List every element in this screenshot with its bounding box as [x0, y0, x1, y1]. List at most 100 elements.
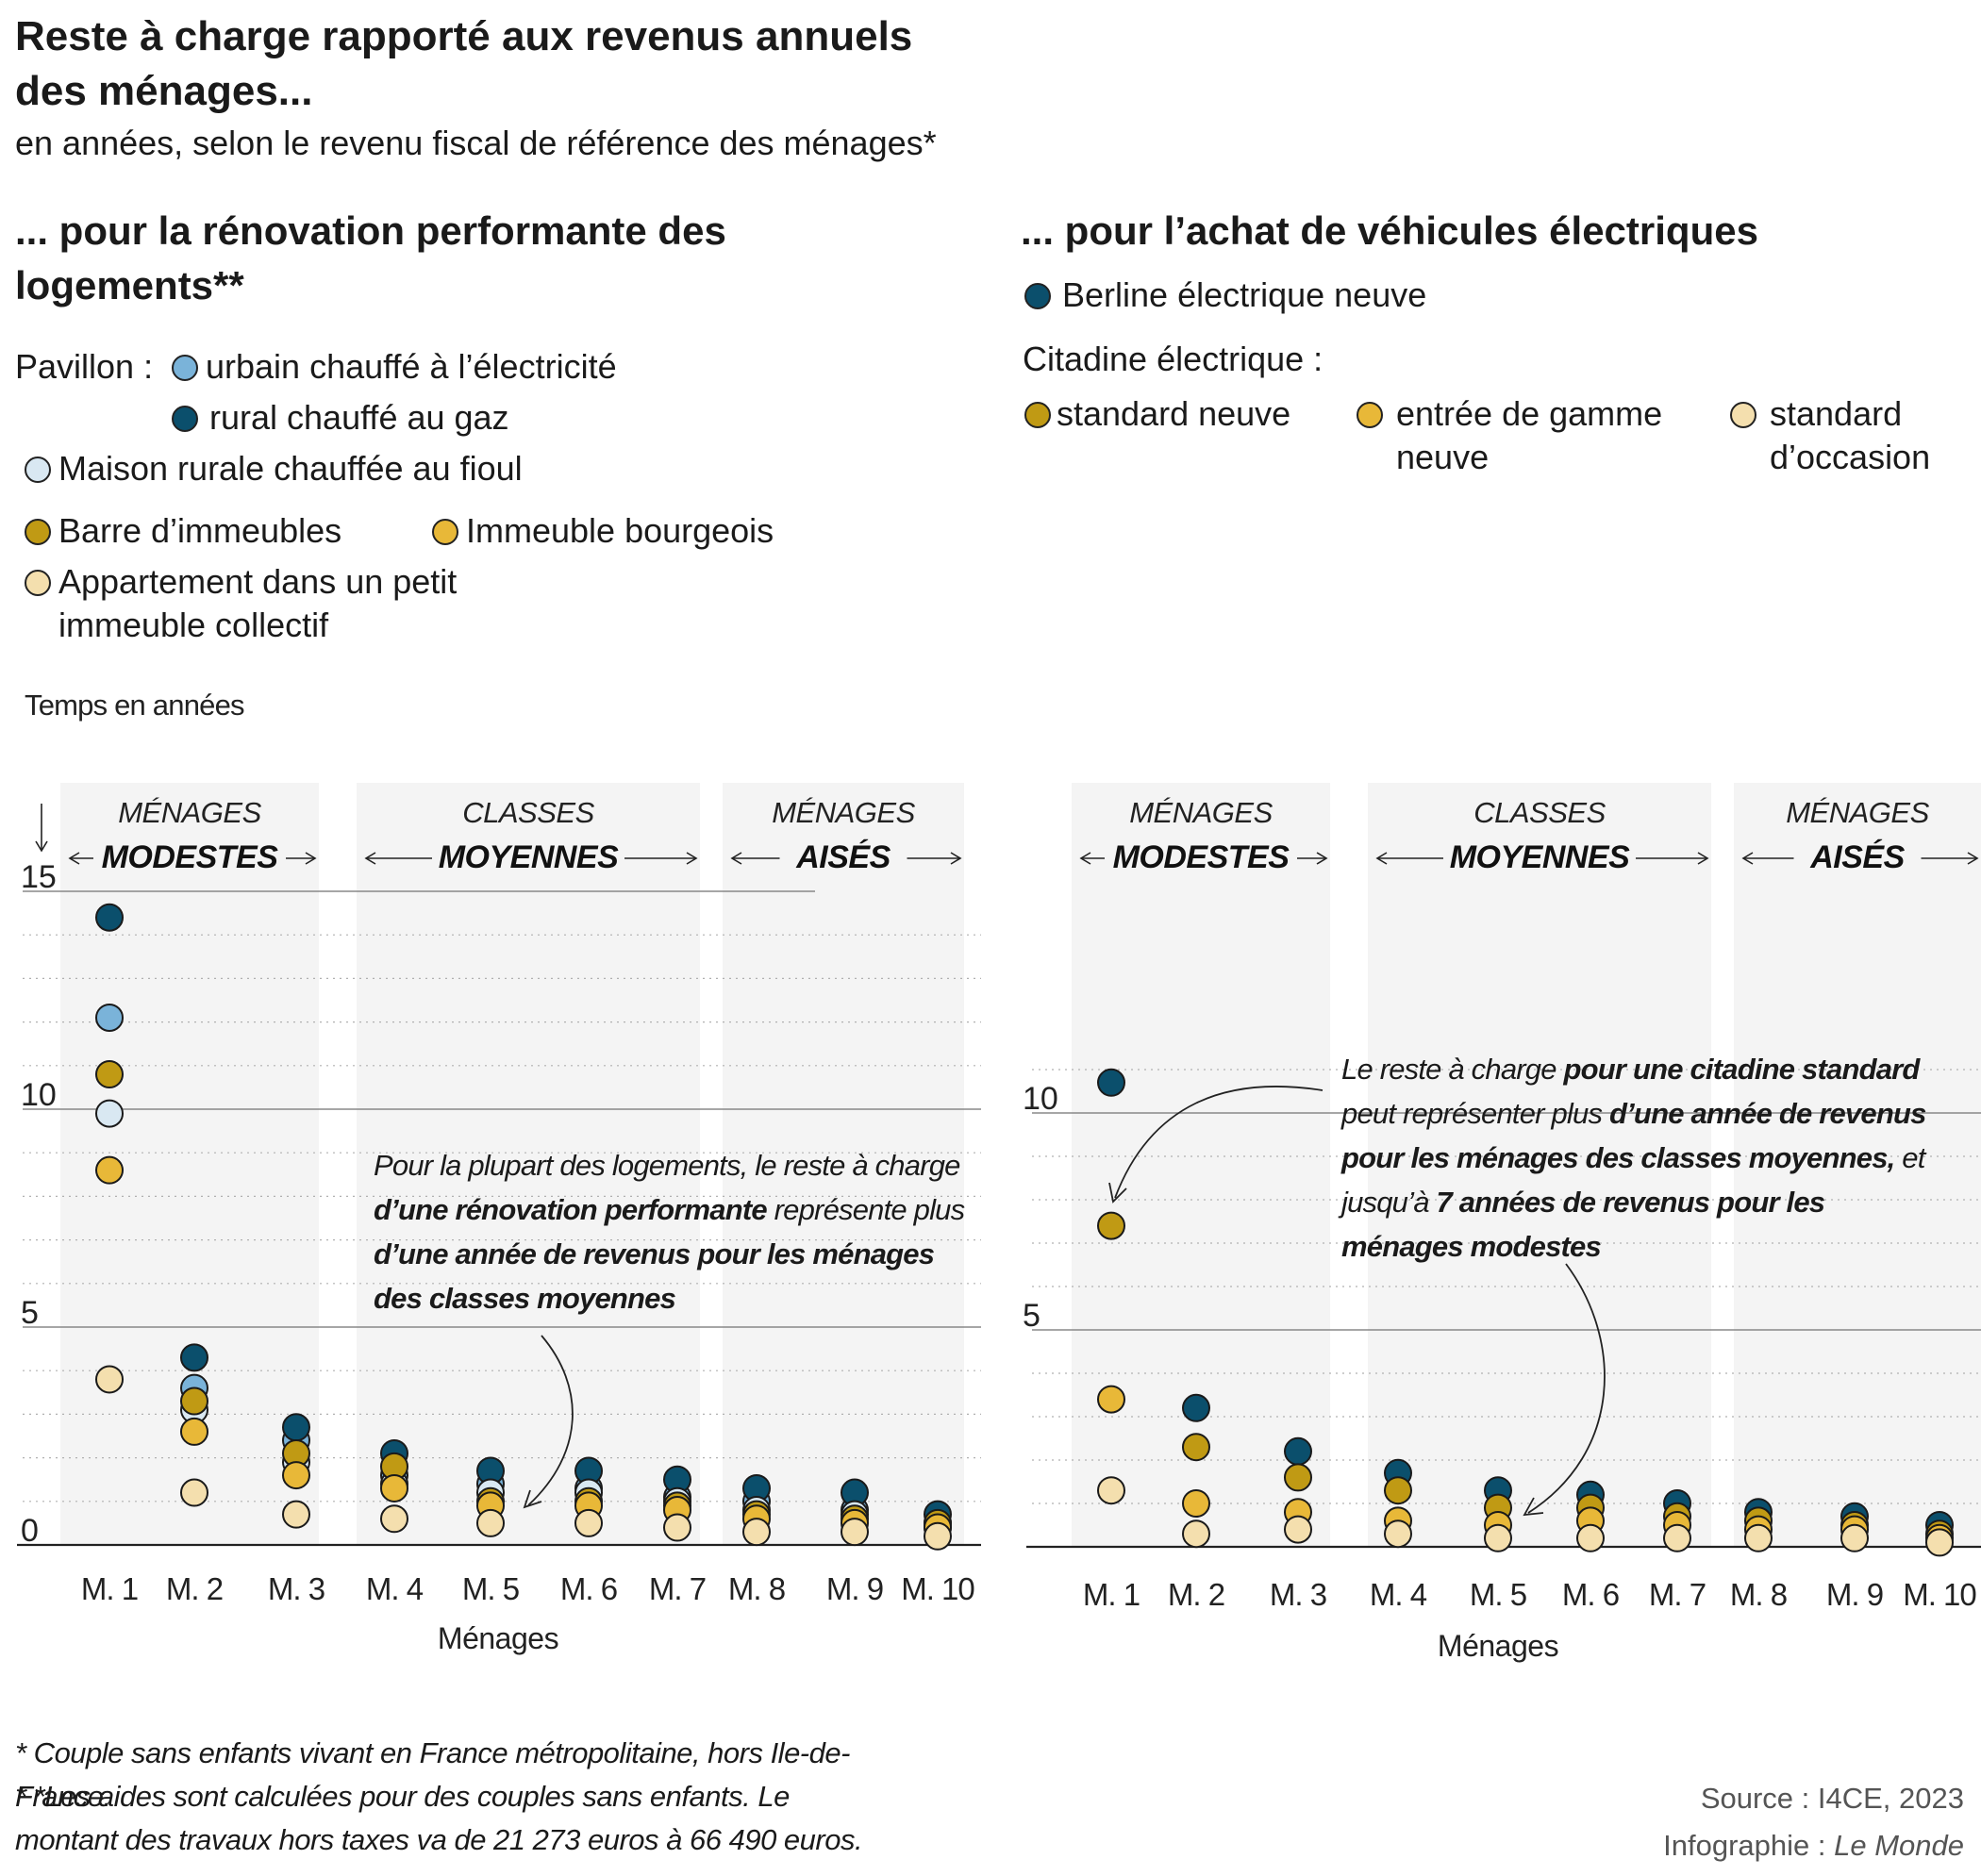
- credit: Infographie : Le Monde: [1415, 1822, 1964, 1869]
- legend-label-urbain: urbain chauffé à l’électricité: [206, 347, 617, 386]
- data-point: [95, 1155, 124, 1185]
- legend-dot-berline: [1024, 283, 1051, 309]
- data-point: [282, 1413, 310, 1442]
- x-tick-label: M. 10: [901, 1571, 974, 1606]
- data-point: [1182, 1489, 1210, 1518]
- band-label-bottom: MODESTES: [102, 839, 279, 875]
- left-annotation-part-4: d’une année de revenus pour les ménages …: [374, 1237, 935, 1315]
- data-point: [1097, 1211, 1125, 1240]
- legend-dot-entree-gamme: [1357, 402, 1383, 428]
- data-point: [95, 1365, 124, 1394]
- band-arrowhead-left: [1741, 852, 1754, 865]
- right-annotation-arrow-2: [1527, 1263, 1606, 1514]
- data-point: [1384, 1519, 1412, 1549]
- data-point: [1284, 1436, 1312, 1466]
- band-arrowhead-right: [686, 852, 698, 865]
- right-annotation-part-2: pour une citadine standard: [1563, 1053, 1920, 1086]
- band-label-bottom: MODESTES: [1113, 839, 1290, 875]
- data-point: [180, 1343, 208, 1372]
- legend-label-fioul: Maison rurale chauffée au fioul: [58, 449, 523, 488]
- band-bg: [1734, 783, 1981, 1547]
- legend-dot-barre: [25, 519, 51, 545]
- x-tick-label: M. 10: [1903, 1577, 1976, 1612]
- credit-prefix: Infographie :: [1663, 1829, 1835, 1862]
- data-point: [1284, 1463, 1312, 1492]
- band-arrowhead-right: [950, 852, 962, 865]
- band-bg: [1368, 783, 1711, 1547]
- band-label-top: CLASSES: [462, 796, 594, 829]
- data-point: [1576, 1523, 1605, 1552]
- footnote-1: * Couple sans enfants vivant en France m…: [15, 1736, 850, 1813]
- legend-dot-appartement: [25, 570, 51, 596]
- legend-label-rural-gaz: rural chauffé au gaz: [209, 398, 509, 437]
- left-legend: Pavillon : urbain chauffé à l’électricit…: [0, 340, 849, 651]
- band-label-top: MÉNAGES: [1786, 796, 1929, 829]
- data-point: [841, 1518, 869, 1547]
- data-point: [1284, 1515, 1312, 1544]
- x-tick-label: M. 7: [1649, 1577, 1706, 1612]
- data-point: [1484, 1523, 1512, 1552]
- band-label-bottom: AISÉS: [1809, 839, 1905, 875]
- right-annotation-part-3: peut représenter plus: [1341, 1097, 1609, 1130]
- data-point: [1182, 1519, 1210, 1549]
- data-point: [1384, 1476, 1412, 1505]
- pavillon-label: Pavillon :: [15, 347, 154, 386]
- x-tick-label: M. 9: [1826, 1577, 1883, 1612]
- data-point: [1097, 1068, 1125, 1097]
- band-label-bottom: MOYENNES: [1450, 839, 1630, 875]
- data-point: [95, 1003, 124, 1032]
- x-tick-label: M. 6: [1562, 1577, 1619, 1612]
- band-label-top: MÉNAGES: [1129, 796, 1273, 829]
- band-label-top: CLASSES: [1473, 796, 1606, 829]
- data-point: [95, 1060, 124, 1089]
- y-tick-label: 10: [21, 1077, 57, 1113]
- data-point: [95, 903, 124, 932]
- band-arrowhead-left: [68, 852, 80, 865]
- x-axis-label: Ménages: [1438, 1629, 1558, 1663]
- y-axis-arrowhead: [35, 840, 48, 853]
- x-tick-label: M. 1: [1083, 1577, 1140, 1612]
- footnote-2: * *Les aides sont calculées pour des cou…: [15, 1780, 863, 1856]
- x-tick-label: M. 8: [728, 1571, 785, 1606]
- data-point: [476, 1508, 505, 1537]
- data-point: [1097, 1476, 1125, 1505]
- band-arrowhead-right: [1316, 852, 1328, 865]
- x-tick-label: M. 1: [81, 1571, 138, 1606]
- y-tick-label: 15: [21, 859, 57, 895]
- band-bg: [723, 783, 964, 1545]
- data-point: [380, 1504, 408, 1534]
- band-arrowhead-left: [1375, 852, 1388, 865]
- data-point: [924, 1521, 952, 1551]
- x-tick-label: M. 3: [1270, 1577, 1326, 1612]
- data-point: [1182, 1433, 1210, 1462]
- band-arrowhead-right: [1967, 852, 1979, 865]
- x-axis-label: Ménages: [438, 1621, 558, 1655]
- data-point: [282, 1500, 310, 1529]
- legend-label-berline: Berline électrique neuve: [1062, 275, 1427, 314]
- y-axis-title: Temps en années: [25, 689, 244, 722]
- x-tick-label: M. 7: [649, 1571, 706, 1606]
- band-arrowhead-left: [1079, 852, 1091, 865]
- left-annotation-part-3: représente plus: [766, 1193, 965, 1226]
- source: Source : I4CE, 2023 Infographie : Le Mon…: [1415, 1775, 1964, 1869]
- band-bg: [1072, 783, 1330, 1547]
- legend-label-standard-neuve: standard neuve: [1057, 394, 1291, 433]
- x-tick-label: M. 6: [560, 1571, 617, 1606]
- band-arrowhead-right: [1697, 852, 1709, 865]
- data-point: [1182, 1393, 1210, 1422]
- right-legend: Berline électrique neuve Citadine électr…: [1021, 270, 1973, 487]
- y-tick-label: 5: [1023, 1298, 1040, 1334]
- right-annotation: Le reste à charge pour une citadine stan…: [1341, 1047, 1945, 1269]
- legend-label-barre: Barre d’immeubles: [58, 511, 342, 550]
- legend-label-appartement: Appartement dans un petit immeuble colle…: [58, 562, 458, 644]
- source-text: Source : I4CE, 2023: [1700, 1782, 1964, 1815]
- x-tick-label: M. 2: [166, 1571, 223, 1606]
- y-tick-label: 5: [21, 1295, 39, 1331]
- x-tick-label: M. 9: [826, 1571, 883, 1606]
- x-tick-label: M. 5: [1470, 1577, 1526, 1612]
- left-heading: ... pour la rénovation performante des l…: [15, 208, 726, 307]
- band-arrowhead-left: [730, 852, 742, 865]
- legend-dot-standard-neuve: [1024, 402, 1051, 428]
- band-arrowhead-right: [305, 852, 317, 865]
